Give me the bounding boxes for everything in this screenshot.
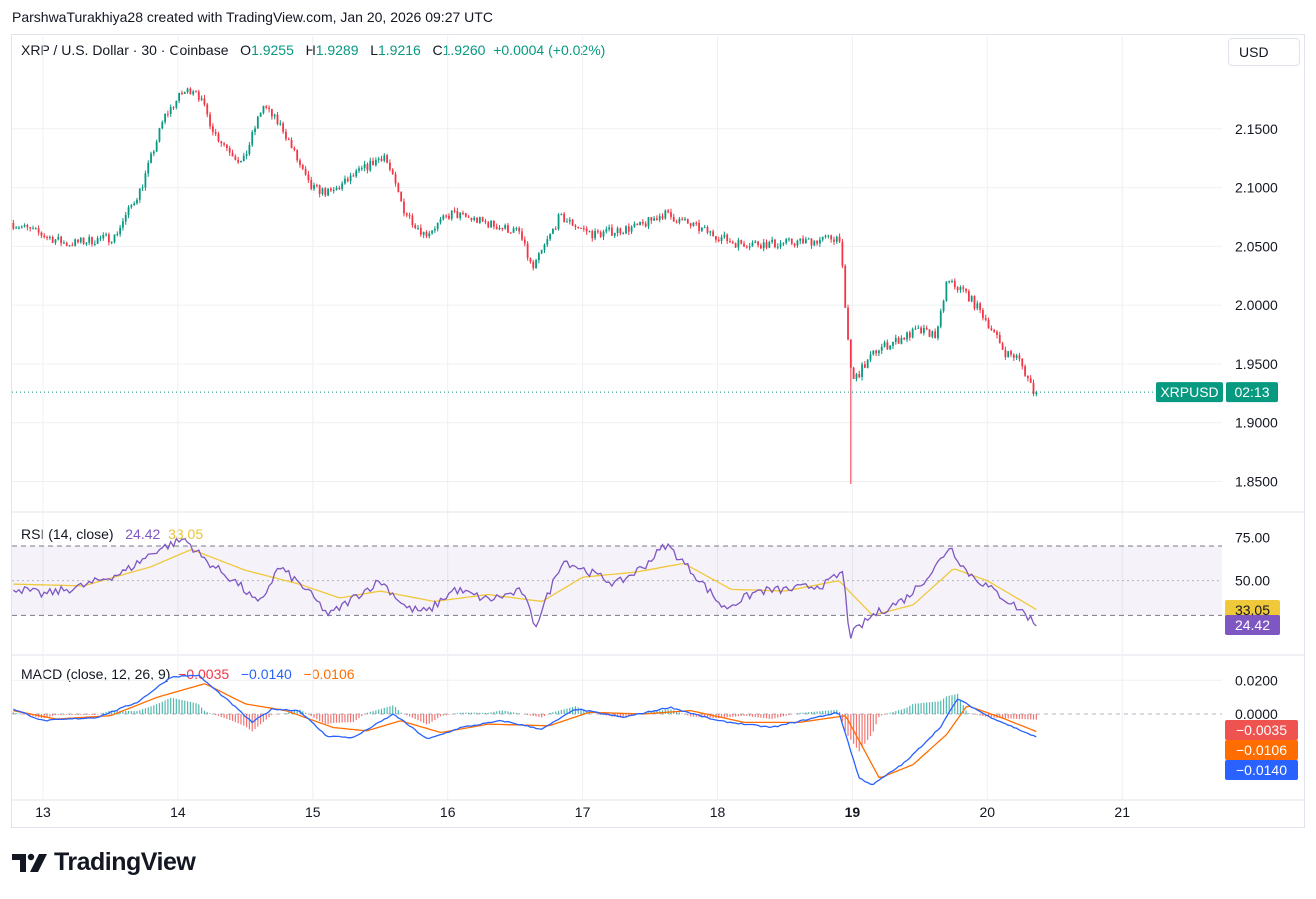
high-value: 1.9289	[315, 42, 359, 58]
rsi-ma-value: 33.05	[168, 526, 204, 542]
change-value: +0.0004 (+0.02%)	[493, 42, 606, 58]
open-label: O	[240, 42, 252, 58]
rsi-value: 24.42	[125, 526, 161, 542]
rsi-legend: RSI (14, close) 24.42 33.05	[21, 526, 203, 542]
symbol-title[interactable]: XRP / U.S. Dollar · 30 · Coinbase	[21, 42, 229, 58]
low-label: L	[370, 42, 378, 58]
currency-button[interactable]: USD	[1228, 38, 1300, 66]
macd-label[interactable]: MACD (close, 12, 26, 9)	[21, 666, 171, 682]
tradingview-logo-icon	[12, 853, 47, 872]
open-value: 1.9255	[251, 42, 294, 58]
macd-legend: MACD (close, 12, 26, 9) −0.0035 −0.0140 …	[21, 666, 355, 682]
macd-line-value: −0.0140	[240, 666, 292, 682]
macd-signal-value: −0.0106	[303, 666, 355, 682]
close-value: 1.9260	[442, 42, 486, 58]
low-value: 1.9216	[377, 42, 421, 58]
macd-hist-value: −0.0035	[178, 666, 230, 682]
attribution-text: ParshwaTurakhiya28 created with TradingV…	[12, 9, 493, 25]
chart-frame	[11, 34, 1305, 828]
high-label: H	[305, 42, 316, 58]
rsi-label[interactable]: RSI (14, close)	[21, 526, 114, 542]
tradingview-logo-text: TradingView	[54, 848, 196, 876]
symbol-legend: XRP / U.S. Dollar · 30 · Coinbase O1.925…	[21, 42, 605, 58]
tradingview-logo[interactable]: TradingView	[12, 848, 196, 877]
close-label: C	[432, 42, 443, 58]
